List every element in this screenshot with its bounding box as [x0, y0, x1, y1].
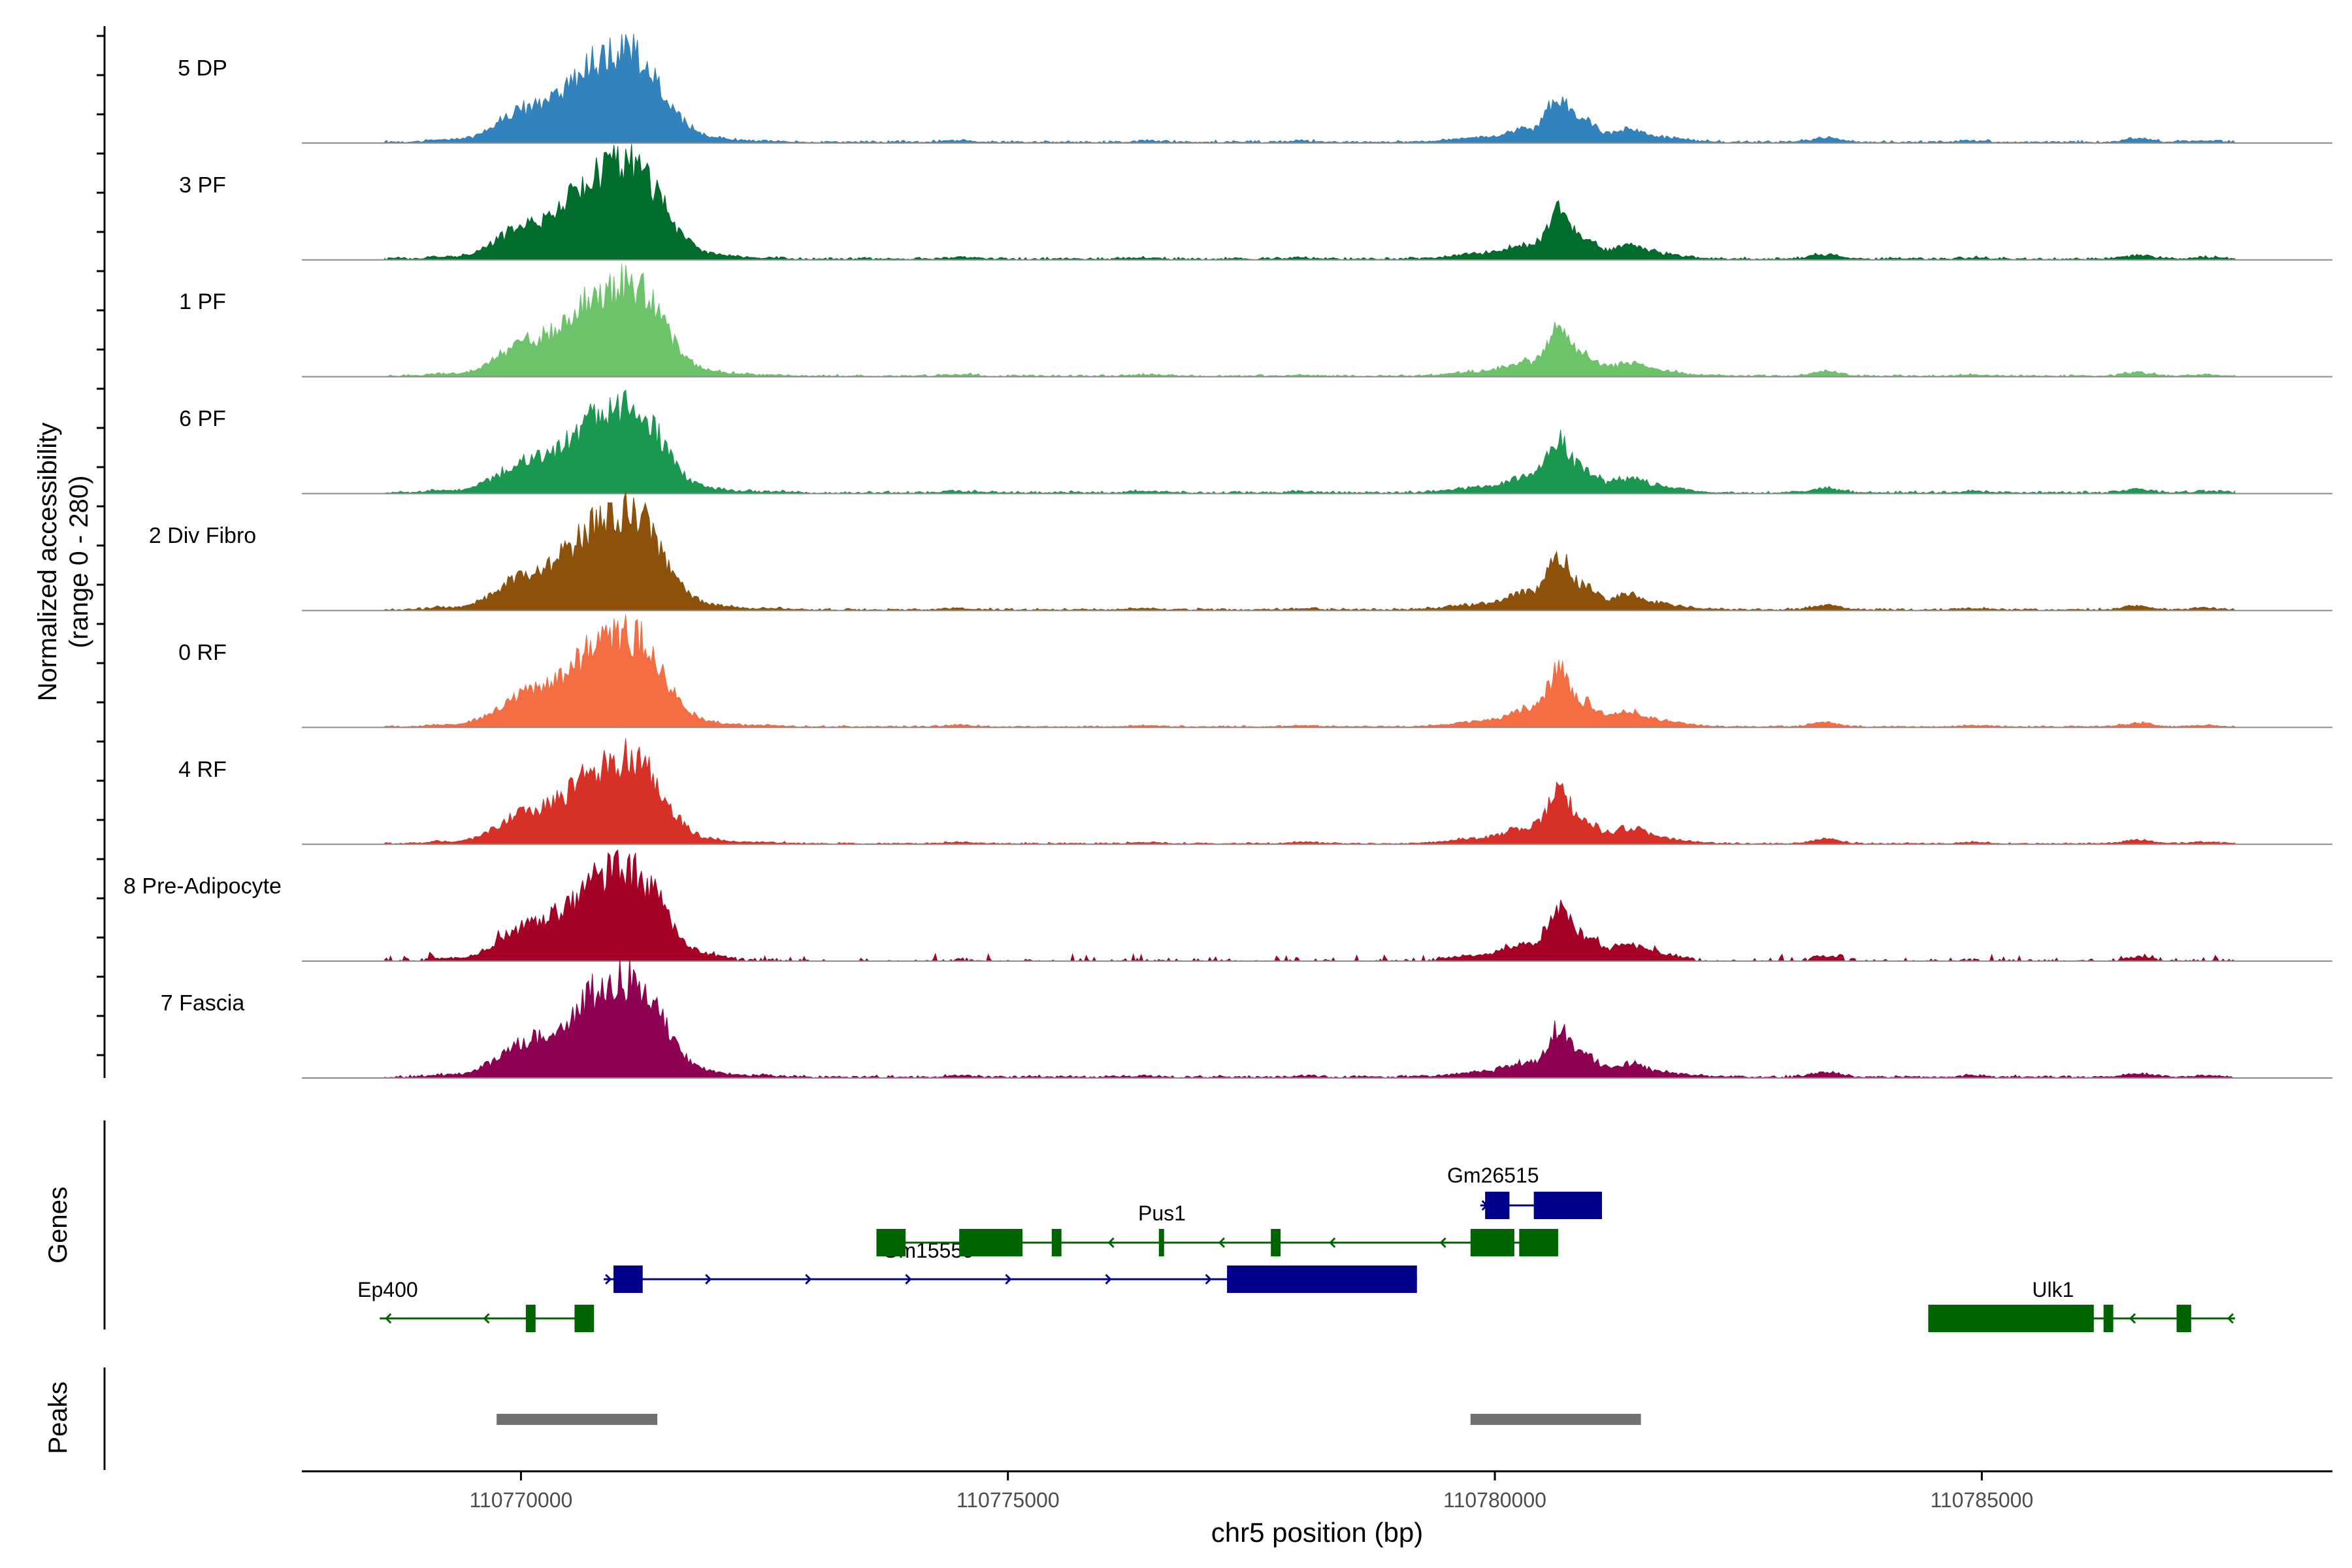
coverage-area	[384, 958, 2236, 1079]
coverage-area	[384, 491, 2236, 612]
peak-region	[1470, 1414, 1641, 1425]
genes-label: Genes	[44, 1186, 73, 1264]
strand-arrow	[2129, 1313, 2136, 1324]
gene-name: Ulk1	[2032, 1278, 2074, 1301]
strand-arrow	[705, 1273, 712, 1285]
gene-exon	[1158, 1229, 1164, 1256]
strand-arrow	[605, 1273, 612, 1285]
gene-exon	[1051, 1229, 1062, 1256]
x-tick-label: 110780000	[1443, 1488, 1546, 1512]
strand-arrow	[1005, 1273, 1012, 1285]
coverage-area	[384, 389, 2236, 495]
gene-exon	[1533, 1192, 1603, 1219]
gene-exon	[574, 1305, 595, 1332]
gene-exon	[959, 1229, 1023, 1256]
gene-exon	[525, 1305, 536, 1332]
gene-name: Pus1	[1138, 1201, 1186, 1225]
strand-arrow	[1218, 1237, 1226, 1249]
gene-model: Pus1	[876, 1201, 1558, 1256]
gene-model: Ulk1	[1928, 1278, 2235, 1332]
coverage-area	[384, 614, 2236, 728]
strand-arrow	[1329, 1237, 1336, 1249]
gene-exon	[1227, 1266, 1417, 1293]
gene-exon	[1470, 1229, 1514, 1256]
strand-arrow	[905, 1273, 912, 1285]
x-axis: 110770000 110775000 110780000 110785000 chr5…	[302, 1470, 2332, 1548]
coverage-area	[384, 144, 2236, 261]
x-tick-label: 110775000	[956, 1488, 1060, 1512]
gene-exon	[1928, 1305, 2094, 1332]
gene-exon	[613, 1266, 643, 1293]
coverage-area	[384, 33, 2236, 144]
coverage-area	[384, 849, 2236, 962]
track-label: 4 RF	[178, 757, 227, 782]
coverage-track: 4 RF	[178, 738, 2332, 845]
gene-model: Gm26515	[1447, 1164, 1603, 1219]
strand-arrow	[483, 1313, 490, 1324]
gene-exon	[2103, 1305, 2114, 1332]
gene-model: Ep400	[357, 1278, 595, 1332]
strand-arrow	[1439, 1237, 1446, 1249]
y-axis-range-label: (range 0 - 280)	[65, 476, 93, 649]
strand-arrow	[2227, 1313, 2234, 1324]
x-tick-label: 110785000	[1930, 1488, 2033, 1512]
y-axis: Normalized accessibility (range 0 - 280)	[33, 26, 106, 1078]
strand-arrow	[805, 1273, 812, 1285]
x-axis-label: chr5 position (bp)	[1211, 1517, 1424, 1548]
peaks-label: Peaks	[44, 1381, 73, 1454]
x-tick-label: 110770000	[469, 1488, 572, 1512]
track-label: 0 RF	[178, 640, 227, 665]
strand-arrow	[1205, 1273, 1212, 1285]
track-label: 8 Pre-Adipocyte	[123, 874, 282, 899]
peak-region	[497, 1414, 658, 1425]
strand-arrow	[1105, 1273, 1112, 1285]
gene-name: Gm26515	[1447, 1164, 1539, 1187]
peaks-track: Peaks	[44, 1367, 1641, 1470]
y-axis-label: Normalized accessibility	[33, 423, 62, 702]
gene-name: Ep400	[357, 1278, 418, 1301]
gene-exon	[2176, 1305, 2191, 1332]
coverage-track: 8 Pre-Adipocyte	[123, 849, 2332, 962]
coverage-track: 5 DP	[178, 33, 2332, 144]
coverage-area	[384, 738, 2236, 845]
coverage-track: 2 Div Fibro	[149, 491, 2332, 612]
coverage-track: 6 PF	[179, 389, 2332, 495]
gene-exon	[1519, 1229, 1558, 1256]
coverage-tracks: 5 DP 3 PF 1 PF 6 PF 2 Div Fibro 0 RF 4 RF 8 Pre…	[123, 33, 2332, 1079]
gene-exon	[1271, 1229, 1281, 1256]
track-label: 7 Fascia	[161, 991, 245, 1016]
track-label: 5 DP	[178, 56, 227, 80]
coverage-track: 1 PF	[179, 263, 2332, 378]
coverage-track: 7 Fascia	[161, 958, 2332, 1079]
track-label: 6 PF	[179, 406, 226, 431]
gene-exon	[1485, 1192, 1510, 1219]
strand-arrow	[385, 1313, 392, 1324]
track-label: 3 PF	[179, 172, 226, 197]
coverage-area	[384, 263, 2236, 378]
coverage-track: 0 RF	[178, 614, 2332, 728]
track-label: 2 Div Fibro	[149, 523, 256, 548]
gene-exon	[876, 1229, 906, 1256]
coverage-track: 3 PF	[179, 144, 2332, 261]
track-label: 1 PF	[179, 289, 226, 314]
strand-arrow	[1107, 1237, 1115, 1249]
